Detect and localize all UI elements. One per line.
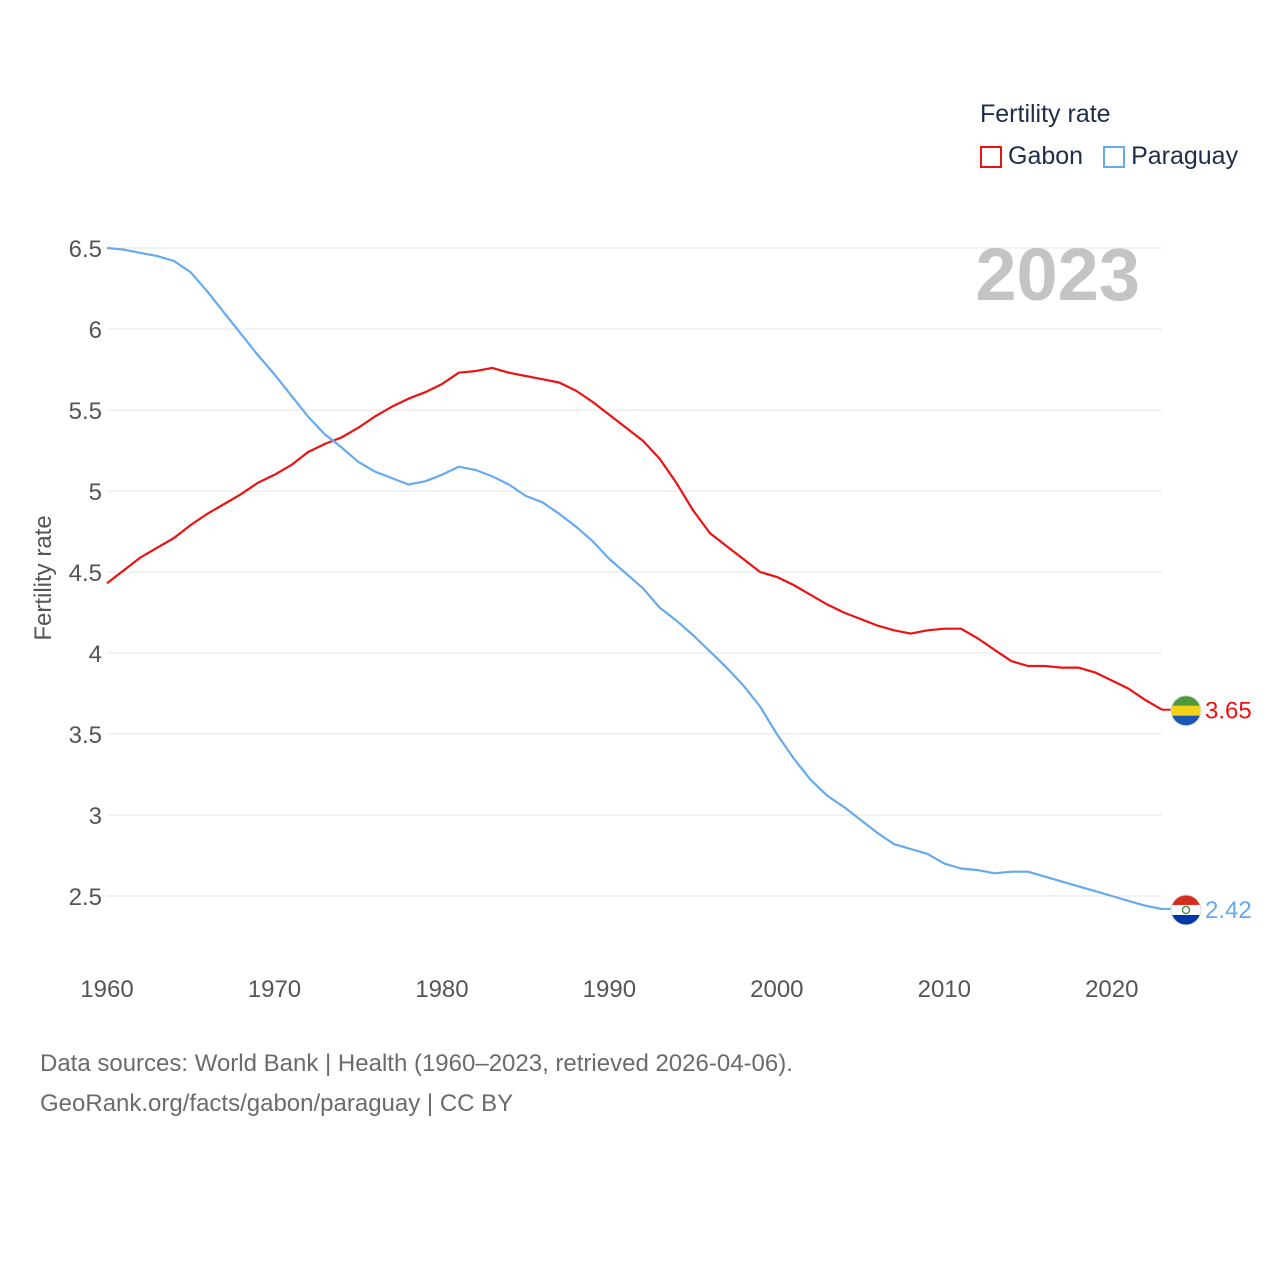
- y-tick-label: 3.5: [69, 722, 102, 749]
- series-line-paraguay: [106, 246, 1163, 911]
- source-line-1: Data sources: World Bank | Health (1960–…: [40, 1050, 793, 1077]
- flag-border: [1170, 695, 1202, 727]
- flag-stripe: [1171, 695, 1201, 707]
- series-line-gabon: [106, 366, 1163, 711]
- y-axis-label: Fertility rate: [30, 515, 57, 640]
- source-line-2[interactable]: GeoRank.org/facts/gabon/paraguay | CC BY: [40, 1090, 514, 1117]
- legend-label-gabon: Gabon: [1008, 142, 1084, 170]
- source-note: Data sources: World Bank | Health (1960–…: [40, 1044, 793, 1124]
- x-tick-label: 2010: [918, 976, 971, 1003]
- x-tick-label: 1990: [583, 976, 636, 1003]
- flag-border: [1170, 894, 1202, 926]
- flag-stripe: [1171, 904, 1201, 916]
- y-tick-label: 4.5: [69, 560, 102, 587]
- end-label-paraguay: 2.42: [1205, 897, 1252, 924]
- legend-item-paraguay[interactable]: Paraguay: [1103, 142, 1238, 171]
- end-label-gabon: 3.65: [1205, 698, 1252, 725]
- flag-stripe: [1171, 914, 1201, 925]
- flag-stripe: [1171, 894, 1201, 906]
- legend-item-gabon[interactable]: Gabon: [980, 142, 1083, 171]
- y-tick-label: 5.5: [69, 398, 102, 425]
- x-tick-label: 1970: [248, 976, 301, 1003]
- y-tick-label: 3: [89, 803, 102, 830]
- y-tick-label: 6.5: [69, 236, 102, 263]
- x-tick-label: 1960: [80, 976, 133, 1003]
- flag-paraguay-icon: [1171, 894, 1201, 925]
- legend-swatch-paraguay: [1103, 145, 1126, 168]
- y-tick-label: 4: [89, 641, 102, 668]
- x-tick-label: 1980: [415, 976, 468, 1003]
- legend-label-paraguay: Paraguay: [1131, 142, 1239, 170]
- y-tick-label: 5: [89, 479, 102, 506]
- flag-emblem: [1181, 905, 1191, 915]
- legend-title: Fertility rate: [980, 100, 1111, 128]
- x-tick-label: 2020: [1085, 976, 1138, 1003]
- flag-gabon-icon: [1171, 695, 1201, 726]
- flag-stripe: [1171, 705, 1201, 717]
- flag-stripe: [1171, 715, 1201, 726]
- legend-swatch-gabon: [980, 145, 1002, 168]
- year-label: 2023: [975, 233, 1140, 316]
- y-tick-label: 6: [89, 317, 102, 344]
- legend: Gabon Paraguay: [980, 142, 1258, 171]
- y-tick-label: 2.5: [69, 884, 102, 911]
- x-tick-label: 2000: [750, 976, 803, 1003]
